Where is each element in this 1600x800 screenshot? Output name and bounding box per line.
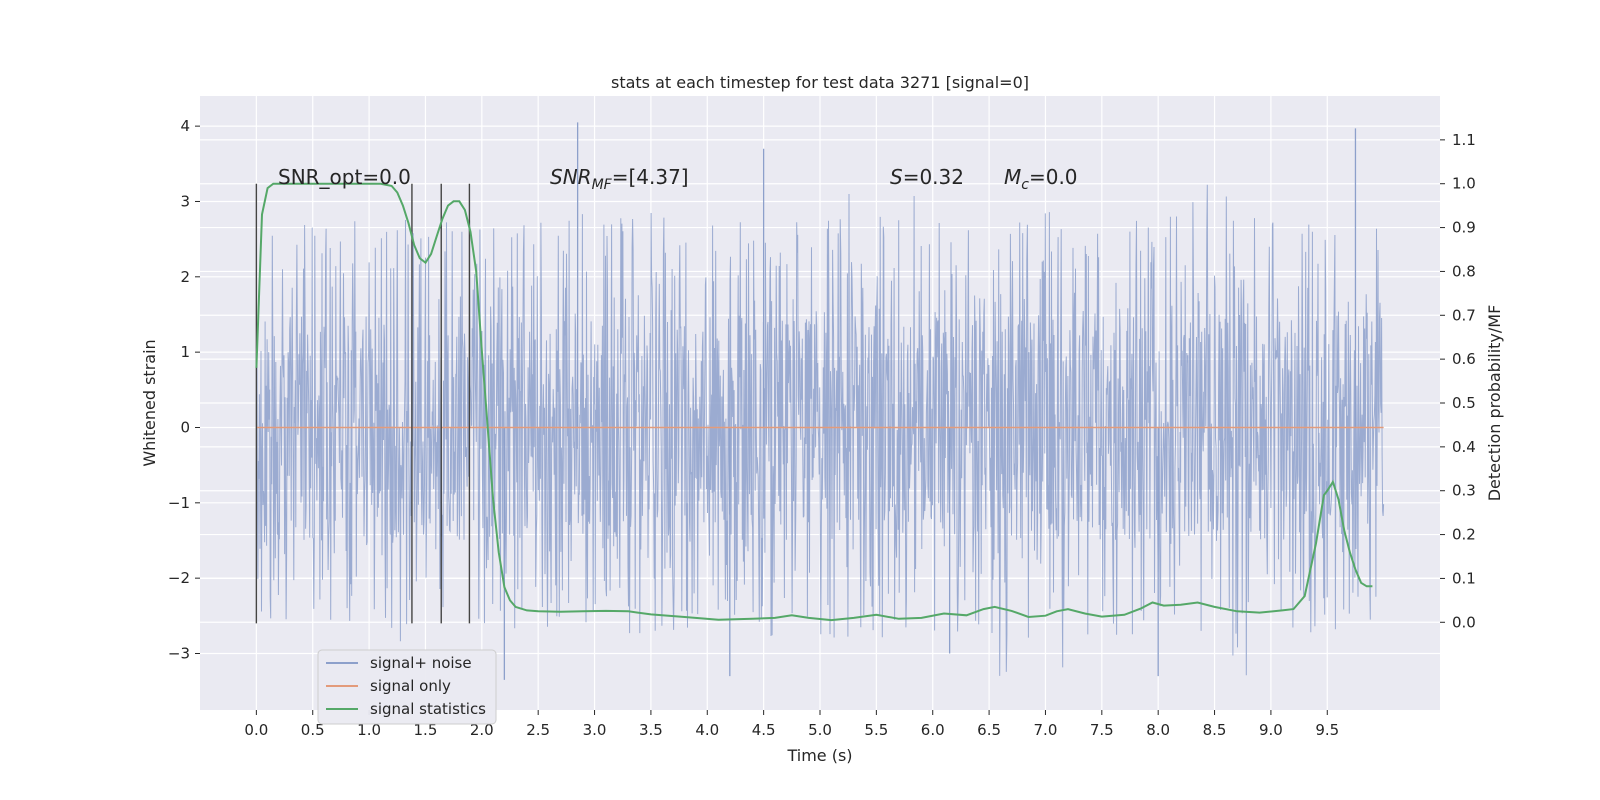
x-tick-label: 5.0 [808,721,832,739]
y-tick-label: 1 [180,343,190,361]
x-tick-label: 3.0 [583,721,607,739]
y-right-tick-label: 0.6 [1452,350,1476,368]
y-right-tick-label: 0.4 [1452,438,1476,456]
y-tick-label: 4 [180,117,190,135]
x-tick-label: 7.0 [1034,721,1058,739]
y-tick-label: 0 [180,418,190,436]
x-axis-label: Time (s) [786,746,852,765]
y-right-tick-label: 0.3 [1452,482,1476,500]
y-tick-labels: −3 −2 −1 0 1 2 3 4 [168,117,200,662]
annotation-s: S=0.32 [890,165,964,189]
annotation-s-value: =0.32 [903,165,964,189]
y-right-tick-label: 0.0 [1452,613,1476,631]
y-right-tick-label: 1.1 [1452,131,1476,149]
annotation-snr-mf-sub: MF [592,177,613,193]
legend: signal+ noise signal only signal statist… [317,649,497,725]
y-tick-label: −2 [168,569,190,587]
annotation-mc-label: M [1004,165,1021,189]
annotation-snr-mf-value: =[4.37] [612,165,689,189]
y-right-tick-label: 0.8 [1452,262,1476,280]
x-tick-labels: 0.0 0.5 1.0 1.5 2.0 2.5 3.0 3.5 4.0 4.5 5.0 5.5 6.0 6… [244,710,1339,739]
x-tick-label: 8.0 [1146,721,1170,739]
annotation-snr-opt: SNR_opt=0.0 [278,165,411,189]
x-tick-label: 9.0 [1259,721,1283,739]
annotation-s-label: S [890,165,903,189]
x-tick-label: 4.0 [695,721,719,739]
legend-label-signal-statistics: signal statistics [370,700,486,718]
y-right-tick-label: 0.9 [1452,219,1476,237]
y-right-tick-label: 1.0 [1452,175,1476,193]
x-tick-label: 0.0 [244,721,268,739]
x-tick-label: 4.5 [752,721,776,739]
y-tick-label: 3 [180,192,190,210]
y-right-tick-label: 0.1 [1452,569,1476,587]
y-axis-label: Whitened strain [140,339,159,466]
x-tick-label: 2.0 [470,721,494,739]
x-tick-label: 6.5 [977,721,1001,739]
y-tick-label: −3 [168,644,190,662]
legend-box [317,649,497,725]
x-tick-label: 5.5 [864,721,888,739]
y-tick-label: −1 [168,494,190,512]
legend-label-signal-noise: signal+ noise [370,654,472,672]
annotation-snr-mf: SNRMF=[4.37] [550,165,689,193]
x-tick-label: 7.5 [1090,721,1114,739]
y-right-tick-labels: 0.0 0.1 0.2 0.3 0.4 0.5 0.6 0.7 0.8 0.9 1.0 1.1 [1440,131,1476,631]
signal-statistics-line [255,182,1373,622]
x-tick-label: 1.5 [414,721,438,739]
x-tick-label: 2.5 [526,721,550,739]
annotation-snr-mf-main: SNR [550,165,592,189]
x-tick-label: 6.0 [921,721,945,739]
x-tick-label: 3.5 [639,721,663,739]
chart-title: stats at each timestep for test data 327… [611,73,1029,92]
y-right-tick-label: 0.2 [1452,526,1476,544]
y-right-tick-label: 0.5 [1452,394,1476,412]
y-right-tick-label: 0.7 [1452,306,1476,324]
vertical-marker-lines [255,183,471,624]
x-tick-label: 8.5 [1203,721,1227,739]
annotation-mc: Mc=0.0 [1004,165,1078,193]
signal-noise-series [255,122,1385,680]
y-right-axis-label: Detection probability/MF [1485,305,1504,502]
signal-noise-line [255,184,1385,676]
annotation-mc-value: =0.0 [1029,165,1078,189]
legend-label-signal-only: signal only [370,677,451,695]
signal-statistics-series [255,182,1373,622]
annotation-mc-sub: c [1021,177,1029,193]
y-tick-label: 2 [180,268,190,286]
x-tick-label: 0.5 [301,721,325,739]
x-tick-label: 1.0 [357,721,381,739]
x-tick-label: 9.5 [1315,721,1339,739]
